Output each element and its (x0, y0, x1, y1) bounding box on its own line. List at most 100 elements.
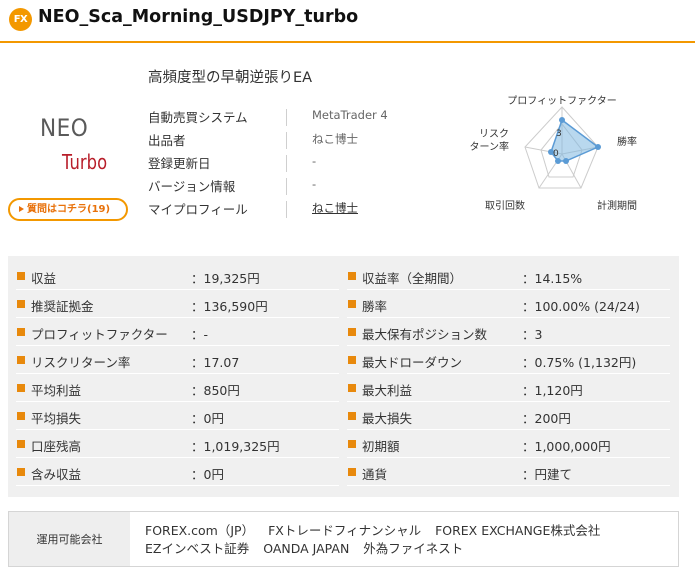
stat-value: ：136,590円 (191, 299, 268, 314)
stat-label: 口座残高 (31, 439, 82, 454)
info-label: 出品者 (148, 133, 186, 148)
divider (347, 373, 670, 374)
info-label: 登録更新日 (148, 156, 211, 171)
stat-value: ：0.75% (1,132円) (522, 355, 637, 370)
companies-label-box: 運用可能会社 (9, 512, 130, 566)
info-row-version: バージョン情報 - (148, 176, 398, 196)
stat-cell: 通貨 ：円建て (347, 458, 678, 486)
divider (347, 317, 670, 318)
divider (16, 429, 339, 430)
divider (16, 485, 339, 486)
question-button[interactable]: 質問はコチラ(19) (8, 198, 128, 221)
info-row-system: 自動売買システム MetaTrader 4 (148, 107, 398, 127)
stat-cell: 最大利益 ：1,120円 (347, 374, 678, 402)
radar-label-risk-2: ターン率 (470, 140, 510, 153)
radar-label-trades: 取引回数 (485, 199, 525, 212)
info-divider (286, 155, 287, 172)
stat-cell: 含み収益 ：0円 (16, 458, 347, 486)
divider (347, 457, 670, 458)
info-divider (286, 178, 287, 195)
info-value: - (312, 154, 317, 168)
logo-text-turbo: Turbo (62, 150, 108, 174)
company-name: FOREX EXCHANGE株式会社 (435, 523, 601, 538)
stat-value: ：200円 (522, 411, 571, 426)
stat-cell: 平均損失 ：0円 (16, 402, 347, 430)
stat-cell: 口座残高 ：1,019,325円 (16, 430, 347, 458)
info-divider (286, 132, 287, 149)
bullet-icon (17, 468, 25, 476)
stat-cell: 推奨証拠金 ：136,590円 (16, 290, 347, 318)
stat-value: ：100.00% (24/24) (522, 299, 640, 314)
stat-cell: プロフィットファクター ：- (16, 318, 347, 346)
supported-companies: 運用可能会社 FOREX.com（JP） FXトレードフィナンシャル FOREX… (8, 511, 679, 567)
radar-data-shape (550, 118, 600, 162)
bullet-icon (348, 356, 356, 364)
question-button-label: 質問はコチラ(19) (27, 204, 111, 215)
stat-label: 最大損失 (362, 411, 413, 426)
info-divider (286, 109, 287, 126)
bullet-icon (17, 300, 25, 308)
company-name: EZインベスト証券 (145, 541, 250, 556)
companies-label: 運用可能会社 (36, 533, 103, 546)
info-value: - (312, 177, 317, 191)
divider (347, 401, 670, 402)
bullet-icon (17, 328, 25, 336)
companies-line-1: FOREX.com（JP） FXトレードフィナンシャル FOREX EXCHAN… (145, 520, 610, 539)
stat-value: ：- (191, 327, 209, 342)
radar-tick-label: 3 (556, 129, 562, 139)
radar-label-period: 計測期間 (597, 199, 637, 212)
company-name: 外為ファイネスト (363, 541, 464, 556)
product-subtitle: 高頻度型の早朝逆張りEA (148, 70, 313, 86)
stat-value: ：19,325円 (191, 271, 260, 286)
divider (347, 429, 670, 430)
radar-point (555, 158, 561, 164)
stat-row: 収益 ：19,325円 収益率（全期間） ：14.15% (8, 262, 679, 290)
stat-value: ：1,019,325円 (191, 439, 280, 454)
divider (347, 289, 670, 290)
stat-row: 平均利益 ：850円 最大利益 ：1,120円 (8, 374, 679, 402)
stat-value: ：850円 (191, 383, 240, 398)
radar-tick-label: 0 (553, 149, 559, 159)
bullet-icon (348, 300, 356, 308)
stat-row: 含み収益 ：0円 通貨 ：円建て (8, 458, 679, 486)
info-value: ねこ博士 (312, 132, 358, 146)
stat-label: 含み収益 (31, 467, 82, 482)
radar-point (563, 158, 569, 164)
divider (16, 401, 339, 402)
stat-cell: 最大損失 ：200円 (347, 402, 678, 430)
company-name: FOREX.com（JP） (145, 523, 255, 538)
stat-cell: 最大保有ポジション数 ：3 (347, 318, 678, 346)
radar-label-winrate: 勝率 (617, 135, 637, 148)
divider (347, 485, 670, 486)
stat-label: 収益率（全期間） (362, 271, 463, 286)
stat-label: 最大保有ポジション数 (362, 327, 488, 342)
bullet-icon (348, 468, 356, 476)
radar-point (548, 149, 554, 155)
bullet-icon (17, 412, 25, 420)
stat-label: 平均利益 (31, 383, 82, 398)
stat-label: 勝率 (362, 299, 388, 314)
stat-value: ：14.15% (522, 271, 583, 286)
stat-row: プロフィットファクター ：- 最大保有ポジション数 ：3 (8, 318, 679, 346)
stat-value: ：0円 (191, 411, 224, 426)
stat-row: リスクリターン率 ：17.07 最大ドローダウン ：0.75% (1,132円) (8, 346, 679, 374)
stat-label: 最大ドローダウン (362, 355, 463, 370)
stat-cell: 勝率 ：100.00% (24/24) (347, 290, 678, 318)
stat-row: 口座残高 ：1,019,325円 初期額 ：1,000,000円 (8, 430, 679, 458)
stat-label: 通貨 (362, 467, 388, 482)
stat-label: プロフィットファクター (31, 327, 168, 342)
page-header: FX NEO_Sca_Morning_USDJPY_turbo (0, 0, 695, 43)
radar-point (559, 117, 565, 123)
company-name: FXトレードフィナンシャル (268, 523, 422, 538)
radar-points (548, 117, 601, 164)
stat-label: 収益 (31, 271, 57, 286)
stats-table: 収益 ：19,325円 収益率（全期間） ：14.15% 推奨証拠金 ：136,590… (8, 256, 679, 497)
radar-label-pf: プロフィットファクター (507, 95, 616, 107)
stat-label: 最大利益 (362, 383, 413, 398)
profile-link[interactable]: ねこ博士 (312, 201, 358, 215)
fx-badge-icon: FX (9, 8, 32, 31)
divider (347, 345, 670, 346)
bullet-icon (17, 384, 25, 392)
info-row-seller: 出品者 ねこ博士 (148, 130, 398, 150)
divider (16, 289, 339, 290)
